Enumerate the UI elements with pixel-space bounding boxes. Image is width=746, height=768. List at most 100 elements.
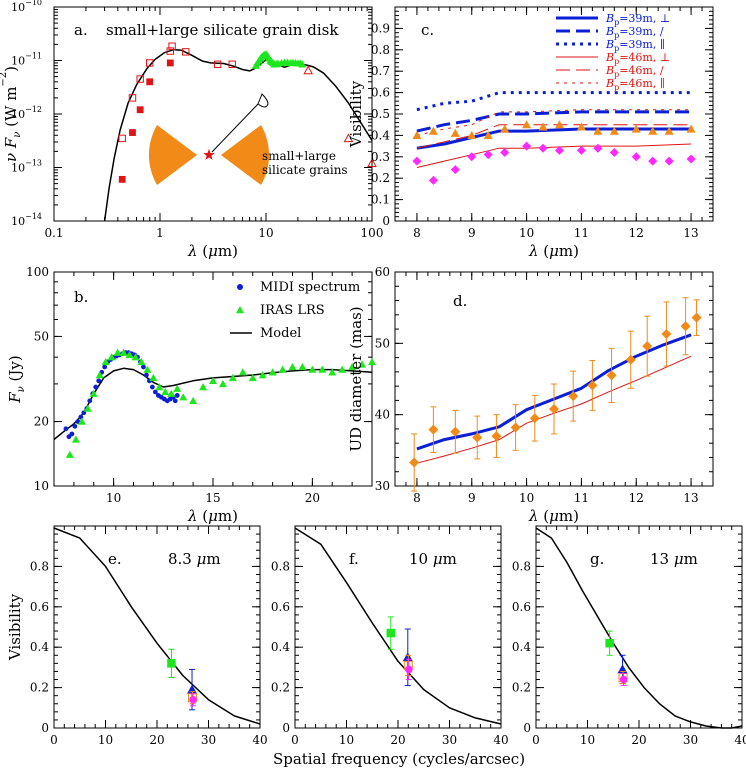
y-tick-label: 20 xyxy=(34,415,49,429)
measured-visibility-point xyxy=(500,148,510,158)
iras-point xyxy=(95,371,104,379)
y-tick-label: 0.8 xyxy=(371,43,390,57)
measured-visibility-point xyxy=(631,152,641,162)
photometry-point xyxy=(213,60,222,68)
legend-marker xyxy=(237,284,243,290)
measured-visibility-point xyxy=(648,126,658,135)
legend-label: Bp=46m, ∥ xyxy=(605,77,665,92)
x-tick-label: 13 xyxy=(683,226,698,240)
iras-point xyxy=(113,348,122,356)
photometry-point xyxy=(166,59,174,67)
model-visibility-curve xyxy=(535,527,743,729)
iras-point xyxy=(298,362,307,371)
panel-label: c. xyxy=(421,21,434,39)
midi-point xyxy=(172,398,178,404)
photometry-point xyxy=(228,60,236,68)
ud-point xyxy=(606,370,617,381)
model-sed-line xyxy=(103,48,373,222)
iras-point xyxy=(189,396,198,405)
y-tick-label: 0.6 xyxy=(512,600,531,614)
visibility-point xyxy=(189,695,197,704)
ud-point xyxy=(472,432,483,443)
measured-visibility-point xyxy=(412,156,422,166)
photometry-point xyxy=(128,94,137,102)
plot-frame xyxy=(535,525,743,729)
iras-point xyxy=(288,362,297,371)
x-tick-label: 10 xyxy=(106,491,121,505)
measured-visibility-point xyxy=(609,126,619,135)
y-tick-label: 0.7 xyxy=(371,64,390,78)
x-tick-label: 12 xyxy=(629,491,644,505)
measured-visibility-point xyxy=(593,126,603,135)
legend-marker xyxy=(236,306,244,314)
measured-visibility-point xyxy=(428,175,438,185)
visibility-point xyxy=(167,659,176,668)
photometry-point xyxy=(136,106,144,114)
x-tick-label: 20 xyxy=(149,733,164,747)
midi-point xyxy=(141,364,146,370)
measured-visibility-point xyxy=(500,124,510,133)
x-tick-label: 0 xyxy=(50,733,58,747)
measured-visibility-point xyxy=(648,156,658,166)
measured-visibility-point xyxy=(686,154,696,164)
photometry-point xyxy=(182,48,190,56)
model-visibility-curve xyxy=(53,527,261,725)
inset-label: silicate grains xyxy=(262,163,348,177)
photometry-point xyxy=(166,47,174,55)
model-visibility-curve xyxy=(294,527,502,725)
iras-point xyxy=(308,365,317,373)
measured-visibility-point xyxy=(522,120,532,129)
x-tick-label: 13 xyxy=(683,491,698,505)
x-axis-label: λ (μm) xyxy=(528,242,579,260)
panel-title: 13 μm xyxy=(650,550,698,568)
y-tick-label: 0.8 xyxy=(30,559,49,573)
iras-point xyxy=(368,357,376,366)
iras-point xyxy=(131,353,140,361)
y-axis-label: Visibility xyxy=(347,80,365,148)
iras-point xyxy=(107,353,116,361)
model-visibility-line xyxy=(416,127,692,150)
y-axis-label: Fν (Jy) xyxy=(6,355,27,403)
x-tick-label: 9 xyxy=(468,491,476,505)
iras-point xyxy=(155,383,164,391)
y-tick-label: 0.4 xyxy=(512,640,531,654)
visibility-point xyxy=(405,665,413,674)
model-visibility-line xyxy=(416,124,692,149)
y-tick-label: 10 xyxy=(34,479,49,493)
iras-point xyxy=(248,373,257,382)
x-tick-label: 40 xyxy=(252,733,267,747)
y-tick-label: 0.3 xyxy=(371,150,390,164)
measured-visibility-point xyxy=(428,126,438,135)
iras-point xyxy=(71,435,80,443)
photometry-point xyxy=(118,175,126,183)
measured-visibility-point xyxy=(483,150,493,160)
panel-label: b. xyxy=(74,288,88,306)
iras-point xyxy=(77,417,86,425)
y-tick-label: 0 xyxy=(382,214,390,228)
y-tick-label: 0 xyxy=(282,721,290,735)
x-tick-label: 15 xyxy=(205,491,220,505)
measured-visibility-point xyxy=(576,145,586,155)
y-tick-label: 0.6 xyxy=(371,86,390,100)
visibility-point xyxy=(605,638,614,648)
measured-visibility-point xyxy=(483,130,493,139)
iras-point xyxy=(65,450,74,458)
panel-c-visibility: 8 9 10 11 12 13 0 0.1 0.2 0.3 0.4 0.5 0.6 0.7 0.8 0.9 Bp… xyxy=(347,6,714,260)
measured-visibility-point xyxy=(538,122,548,131)
panel-title: small+large silicate grain disk xyxy=(106,21,339,39)
midi-point xyxy=(69,431,75,437)
shared-xlabel: Spatial frequency (cycles/arcsec) xyxy=(273,750,525,768)
midi-point xyxy=(63,426,69,432)
iras-point xyxy=(258,371,267,379)
measured-visibility-point xyxy=(522,141,532,151)
midi-point xyxy=(72,423,78,429)
iras-point xyxy=(278,365,287,373)
photometry-point xyxy=(168,42,176,50)
measured-visibility-point xyxy=(450,128,460,137)
model-visibility-line xyxy=(416,109,692,136)
y-tick-label: 10−14 xyxy=(11,212,42,228)
x-tick-label: 30 xyxy=(683,733,698,747)
y-tick-label: 0.8 xyxy=(512,559,531,573)
ud-point xyxy=(450,426,461,437)
